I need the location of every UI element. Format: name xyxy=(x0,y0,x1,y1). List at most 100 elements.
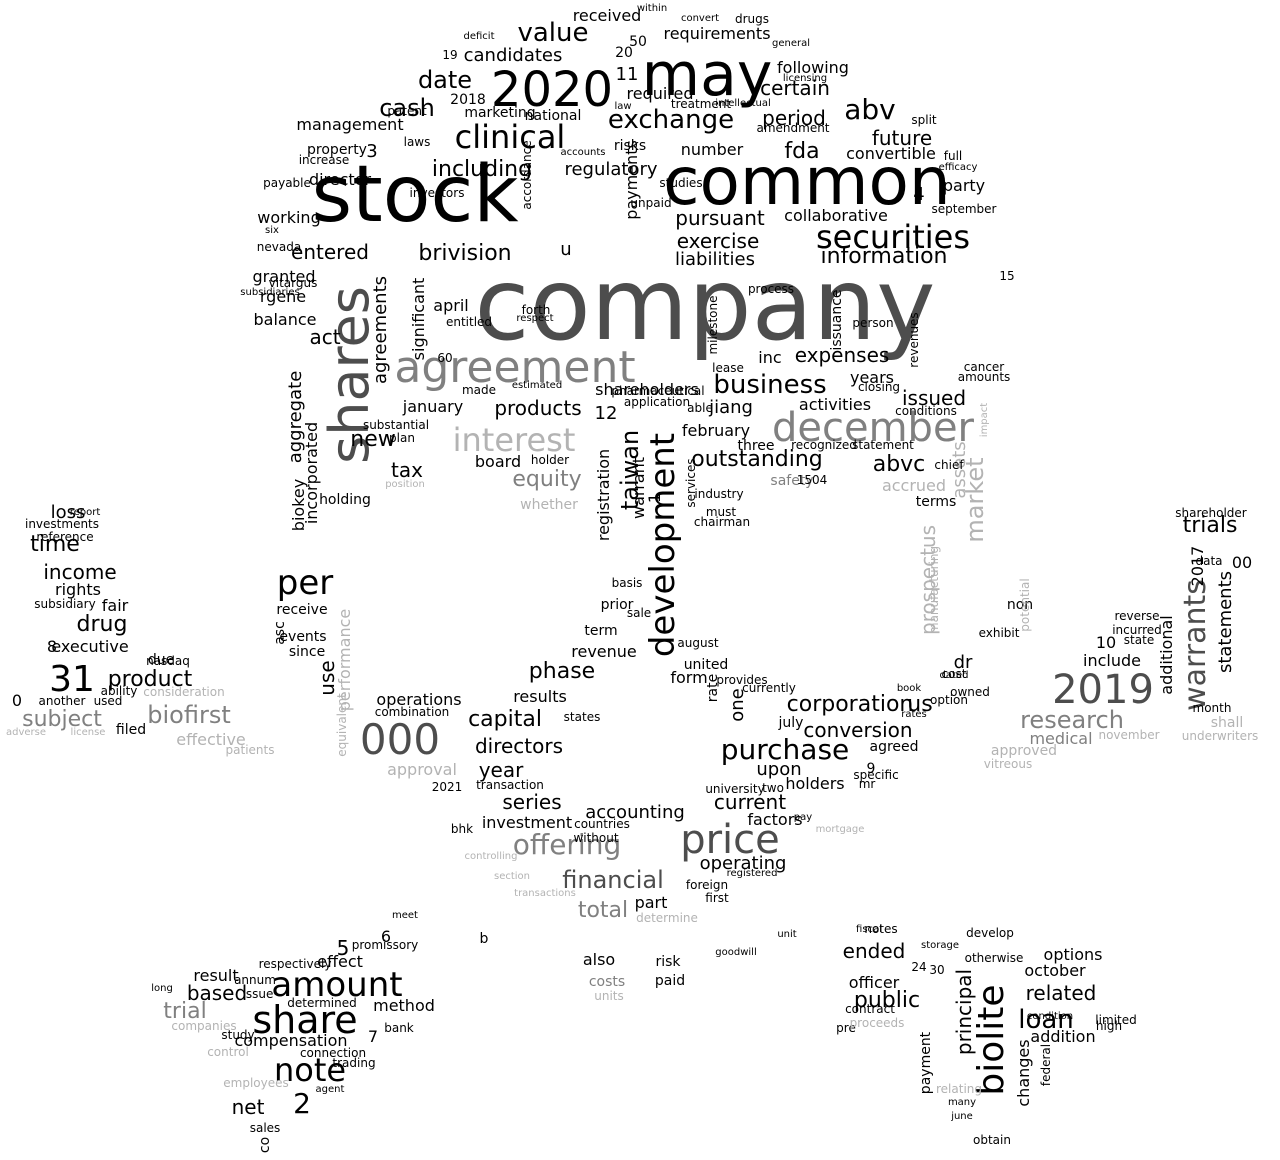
word-303: potential xyxy=(1018,578,1032,632)
word-221: person xyxy=(852,316,894,330)
word-28: financial xyxy=(562,866,664,894)
word-337: increase xyxy=(298,153,350,167)
word-171: risks xyxy=(613,138,647,154)
word-124: 8 xyxy=(46,637,58,656)
word-134: effect xyxy=(317,952,363,971)
word-290: employees xyxy=(223,1076,289,1090)
word-154: february xyxy=(681,421,751,440)
word-65: convertible xyxy=(846,144,936,163)
word-74: tax xyxy=(391,458,423,482)
word-220: issuance xyxy=(829,289,845,351)
word-164: management xyxy=(296,115,404,134)
word-300: equivalent xyxy=(335,693,349,757)
word-207: substantial xyxy=(362,418,430,432)
word-197: investments xyxy=(24,517,100,531)
word-21: 31 xyxy=(49,659,95,700)
word-302: manufacturing xyxy=(927,545,941,635)
word-233: chairman xyxy=(693,515,751,529)
word-318: storage xyxy=(921,940,959,951)
word-328: general xyxy=(771,38,811,49)
word-219: lease xyxy=(712,361,744,375)
word-18: per xyxy=(276,563,334,603)
word-314: dated xyxy=(939,670,969,681)
word-129: compensation xyxy=(234,1031,348,1050)
word-279: 7 xyxy=(367,1027,379,1046)
word-119: drug xyxy=(76,612,128,637)
word-85: us xyxy=(907,692,933,717)
word-250: 9 xyxy=(866,761,876,777)
word-48: certain xyxy=(760,76,830,100)
word-75: new xyxy=(350,427,396,452)
word-6: agreement xyxy=(394,342,636,393)
word-155: january xyxy=(402,397,464,416)
word-248: specific xyxy=(853,768,899,782)
word-281: 30 xyxy=(929,963,945,977)
word-145: payment xyxy=(918,1031,934,1095)
word-23: exchange xyxy=(607,105,735,135)
word-340: six xyxy=(265,225,279,236)
word-158: significant xyxy=(409,277,428,361)
word-112: 10 xyxy=(1095,633,1117,652)
word-209: estimated xyxy=(511,380,563,391)
word-349: 19 xyxy=(442,48,458,62)
word-240: without xyxy=(573,831,619,845)
word-334: laws xyxy=(403,135,431,149)
word-235: services xyxy=(684,458,698,508)
word-12: 2019 xyxy=(1052,667,1154,713)
word-342: vitargus xyxy=(268,276,318,290)
word-259: state xyxy=(1123,633,1155,647)
word-179: terms xyxy=(915,494,957,510)
word-289: control xyxy=(207,1045,249,1059)
word-43: subject xyxy=(22,707,102,732)
word-262: notes xyxy=(864,922,898,936)
word-255: august xyxy=(677,636,719,650)
word-329: drugs xyxy=(734,12,770,26)
word-133: 6 xyxy=(380,927,392,946)
word-161: balance xyxy=(253,310,317,329)
word-189: receive xyxy=(276,602,328,618)
word-326: amendment xyxy=(756,121,830,135)
word-238: transaction xyxy=(476,778,544,792)
word-194: used xyxy=(93,694,123,708)
word-68: years xyxy=(849,368,895,387)
word-31: date xyxy=(417,66,473,94)
word-206: plan xyxy=(389,431,415,445)
word-2: common xyxy=(663,143,951,220)
word-45: conversion xyxy=(803,718,913,742)
word-122: due xyxy=(147,652,175,668)
word-71: accrued xyxy=(881,476,947,495)
word-201: consideration xyxy=(143,685,225,699)
word-275: study xyxy=(221,1028,255,1042)
word-226: statement xyxy=(852,438,914,452)
word-172: marketing xyxy=(464,105,536,121)
word-272: agent xyxy=(315,1084,345,1095)
word-299: november xyxy=(1098,728,1160,742)
word-3: may xyxy=(641,40,773,110)
word-242: first xyxy=(705,891,729,905)
word-8: price xyxy=(680,817,780,863)
word-41: biofirst xyxy=(147,701,231,729)
word-316: rates xyxy=(901,709,927,720)
word-0: company xyxy=(474,246,936,363)
word-338: payable xyxy=(263,176,311,190)
word-40: products xyxy=(494,396,582,420)
word-165: 3 xyxy=(366,141,378,162)
word-200: report xyxy=(69,507,101,518)
word-54: expenses xyxy=(794,343,890,367)
word-19: warrants xyxy=(1178,579,1213,711)
word-243: registered xyxy=(726,868,778,879)
word-257: reverse xyxy=(1114,609,1160,623)
word-252: 2021 xyxy=(431,780,463,794)
word-215: forth xyxy=(521,303,551,317)
word-210: application xyxy=(623,395,691,409)
word-231: cost xyxy=(941,667,967,681)
word-57: regulatory xyxy=(564,159,658,180)
word-125: 0 xyxy=(11,691,23,710)
word-295: controlling xyxy=(464,851,518,862)
word-296: transactions xyxy=(514,888,576,899)
word-346: accordance xyxy=(520,140,534,210)
word-246: university xyxy=(705,782,765,796)
word-212: able xyxy=(687,401,713,415)
word-264: promissory xyxy=(351,938,419,952)
word-223: closing xyxy=(857,380,901,394)
